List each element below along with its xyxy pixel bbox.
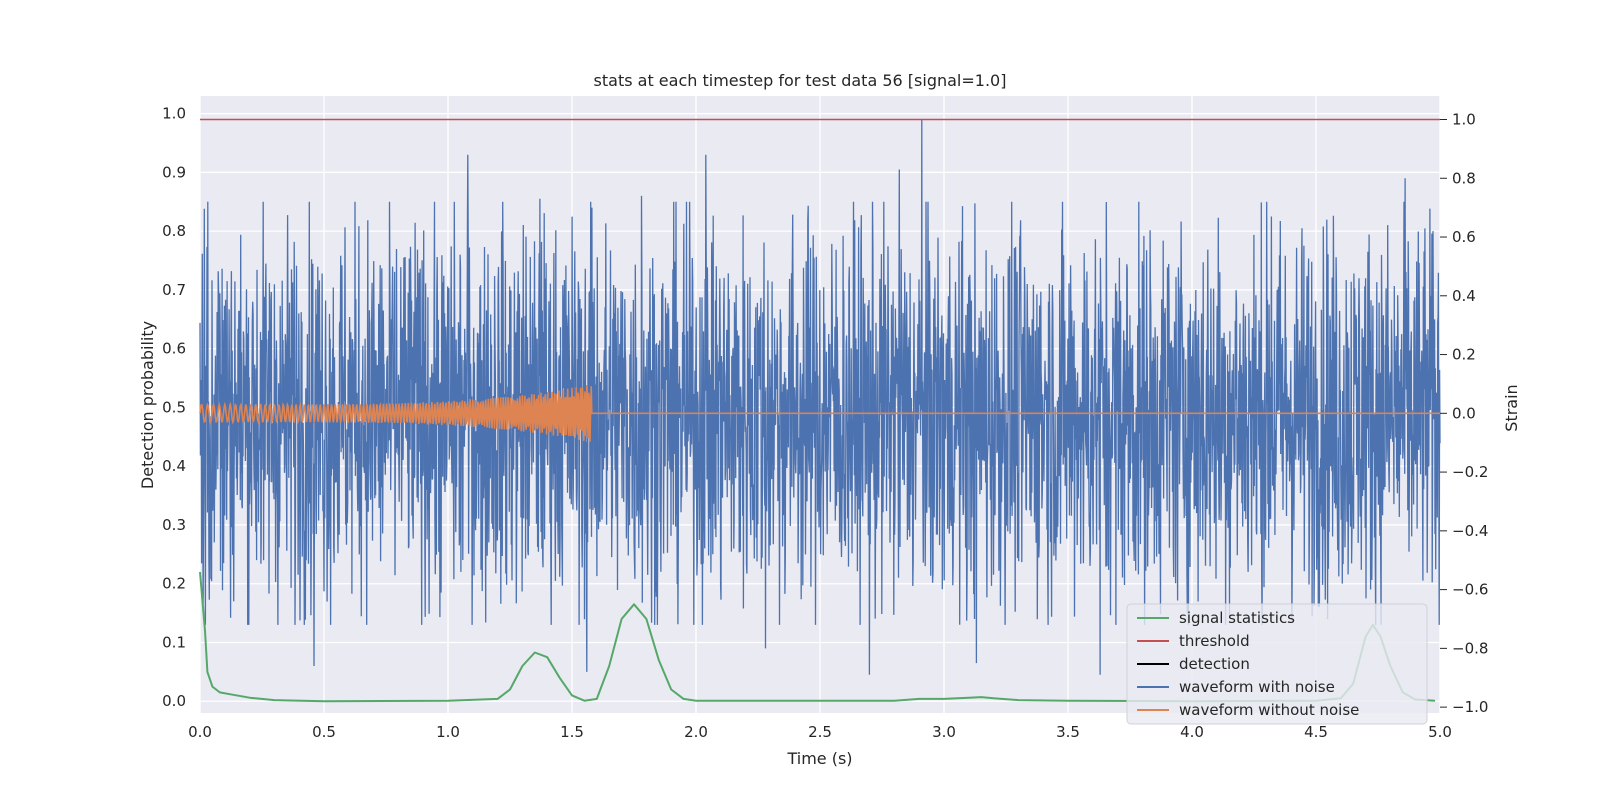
y-tick-label: 0.6 [162, 340, 186, 358]
legend-label: waveform with noise [1179, 678, 1335, 696]
x-tick-label: 2.5 [808, 723, 832, 741]
y-tick-label: 0.1 [162, 633, 186, 651]
y-tick-label: 0.3 [162, 516, 186, 534]
y-tick-label: 0.5 [162, 398, 186, 416]
legend-label: threshold [1179, 632, 1250, 650]
y-right-tick-label: 0.6 [1452, 228, 1476, 246]
axes: 0.0 0.5 1.0 1.5 2.0 2.5 3.0 3.5 4.0 4.5 5.0 0.0 0.1 0… [162, 105, 1488, 741]
waveform-with-noise-path [199, 119, 1441, 675]
x-tick-label: 3.5 [1056, 723, 1080, 741]
legend-label: signal statistics [1179, 609, 1295, 627]
y-tick-label: 0.2 [162, 575, 186, 593]
y-right-tick-label: −0.2 [1452, 463, 1488, 481]
y-right-tick-label: −0.8 [1452, 639, 1488, 657]
y-axis-label: Detection probability [138, 321, 157, 489]
y-axis-right-label: Strain [1502, 384, 1521, 431]
x-tick-label: 5.0 [1428, 723, 1452, 741]
y-right-tick-label: −0.6 [1452, 581, 1488, 599]
waveform-without-noise-path [199, 384, 1440, 442]
y-tick-label: 1.0 [162, 105, 186, 123]
x-tick-label: 0.5 [312, 723, 336, 741]
legend-label: detection [1179, 655, 1250, 673]
y-right-tick-label: 1.0 [1452, 111, 1476, 129]
y-tick-label: 0.4 [162, 457, 186, 475]
legend-box [1126, 603, 1428, 725]
x-tick-label: 3.0 [932, 723, 956, 741]
y-tick-label: 0.7 [162, 281, 186, 299]
y-right-tick-label: 0.4 [1452, 287, 1476, 305]
y-tick-label: 0.9 [162, 163, 186, 181]
x-tick-label: 0.0 [188, 723, 212, 741]
x-tick-label: 4.5 [1304, 723, 1328, 741]
y-right-tick-label: 0.2 [1452, 346, 1476, 364]
x-tick-label: 1.0 [436, 723, 460, 741]
legend: signal statistics threshold detection wavef… [1126, 603, 1428, 725]
y-tick-label: 0.0 [162, 692, 186, 710]
y-right-tick-label: −0.4 [1452, 522, 1488, 540]
x-axis-label: Time (s) [786, 749, 852, 768]
x-tick-label: 2.0 [684, 723, 708, 741]
legend-label: waveform without noise [1179, 701, 1359, 719]
x-tick-label: 4.0 [1180, 723, 1204, 741]
y-right-tick-label: 0.8 [1452, 169, 1476, 187]
waveform-without-noise-line [199, 384, 1440, 442]
waveform-with-noise-line [199, 119, 1441, 675]
y-right-tick-label: −1.0 [1452, 698, 1488, 716]
y-right-tick-label: 0.0 [1452, 404, 1476, 422]
y-tick-label: 0.8 [162, 222, 186, 240]
x-tick-label: 1.5 [560, 723, 584, 741]
chart-title: stats at each timestep for test data 56 … [594, 71, 1007, 90]
